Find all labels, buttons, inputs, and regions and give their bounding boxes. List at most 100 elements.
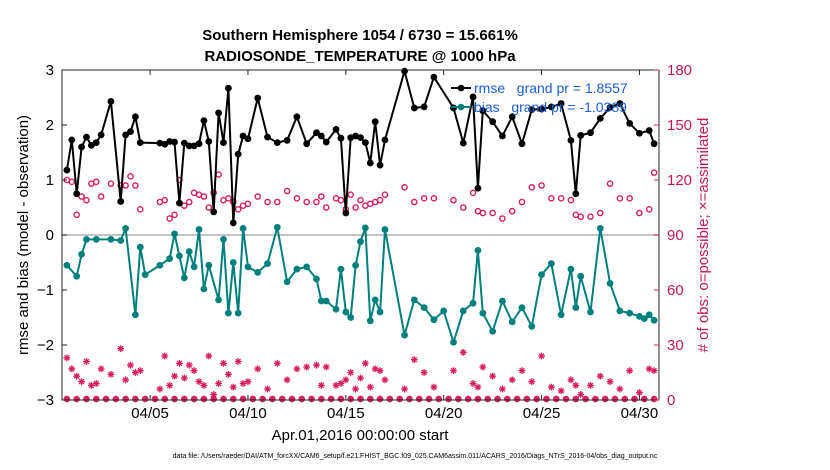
obs-assimilated-stroke [475,384,481,391]
obs-assimilated-point [489,372,497,380]
obs-possible-point [303,198,310,206]
obs-possible-point [606,180,614,187]
obs-zero-asterisk [435,395,442,403]
obs-zero-asterisk [161,395,168,403]
obs-assimilated-stroke [186,362,193,369]
rmse-point [376,161,384,169]
obs-zero-asterisk [631,395,638,403]
obs-zero-asterisk [141,395,149,403]
obs-assimilated-stroke [602,396,608,402]
rmse-point [117,198,125,205]
obs-assimilated-point [430,383,438,391]
obs-assimilated-stroke [367,384,374,391]
bias-point [469,299,477,307]
obs-zero-asterisk [425,395,433,403]
obs-assimilated-stroke [137,367,144,374]
rmse-point [538,105,545,113]
obs-assimilated-point [166,381,174,389]
rmse-point [616,100,624,107]
obs-possible-point [68,178,76,186]
bias-point [352,261,360,269]
bias-point [264,260,271,267]
obs-assimilated-stroke [299,396,305,402]
legend-rmse-label: rmse grand pr = 1.8557 [474,80,628,96]
bias-point [459,307,467,315]
obs-assimilated-stroke [436,396,442,402]
obs-zero-asterisk [269,395,276,403]
rmse-point [254,94,262,102]
obs-assimilated-point [410,356,418,364]
rmse-point [132,113,139,121]
obs-assimilated-stroke [631,396,638,402]
rmse-point [63,166,71,174]
bias-point [239,225,247,232]
obs-assimilated-stroke [445,396,452,402]
obs-assimilated-stroke [636,389,643,396]
rmse-point [293,113,301,121]
obs-zero-asterisk [190,395,198,403]
rmse-point [224,84,232,92]
legend-bias-label: bias grand pr = -1.0389 [474,99,627,115]
bias-point [640,315,648,322]
obs-assimilated-stroke [543,396,550,402]
obs-assimilated-stroke [352,386,359,392]
obs-assimilated-stroke [318,396,325,402]
obs-assimilated-stroke [587,382,594,389]
obs-possible-point [83,196,90,204]
obs-assimilated-stroke [181,375,188,381]
obs-assimilated-stroke [651,367,657,374]
obs-assimilated-stroke [616,386,623,392]
bias-point [273,223,281,231]
obs-zero-asterisk [504,395,511,403]
obs-assimilated-point [528,378,536,386]
obs-zero-asterisk [132,395,139,403]
obs-possible-point [97,193,105,200]
bias-point [474,247,482,254]
obs-assimilated-point [92,380,100,387]
obs-zero-asterisk [416,395,423,403]
obs-assimilated-stroke [68,365,75,372]
y-tick-label: 2 [46,117,54,134]
obs-assimilated-point [283,376,291,384]
obs-assimilated-stroke [367,396,374,402]
rmse-point [547,103,555,111]
obs-assimilated-point [587,381,594,389]
obs-assimilated-stroke [577,391,584,398]
obs-possible-point [538,182,545,189]
rmse-point [508,113,516,121]
obs-assimilated-stroke [450,367,457,374]
bias-point [73,272,81,280]
bias-point [303,263,311,271]
obs-assimilated-stroke [83,358,90,365]
obs-assimilated-stroke [514,396,520,402]
bias-point [420,304,428,311]
rmse-point [283,137,291,144]
obs-assimilated-point [264,385,271,393]
obs-assimilated-stroke [499,386,506,392]
obs-assimilated-stroke [377,396,383,402]
obs-assimilated-point [469,380,477,387]
obs-possible-point [596,209,604,217]
obs-possible-point [459,204,467,211]
rmse-point [205,138,213,145]
rmse-point [171,138,178,146]
obs-assimilated-stroke [573,396,579,402]
rmse-point [469,93,477,101]
obs-assimilated-stroke [308,396,315,402]
obs-possible-point [254,193,262,200]
obs-zero-asterisk [249,395,257,403]
rmse-point [176,199,183,207]
chart-title-line1: Southern Hemisphere 1054 / 6730 = 15.661… [202,27,518,44]
obs-assimilated-stroke [230,384,237,391]
rmse-point [361,139,369,147]
obs-assimilated-point [273,359,281,367]
rmse-point [587,129,594,137]
bias-point [136,243,144,251]
obs-assimilated-stroke [548,384,555,391]
obs-zero-asterisk [455,395,462,403]
bias-point [234,309,242,317]
obs-possible-point [518,198,526,206]
obs-assimilated-point [205,352,213,360]
obs-possible-point [357,196,364,204]
bias-point [317,297,325,305]
